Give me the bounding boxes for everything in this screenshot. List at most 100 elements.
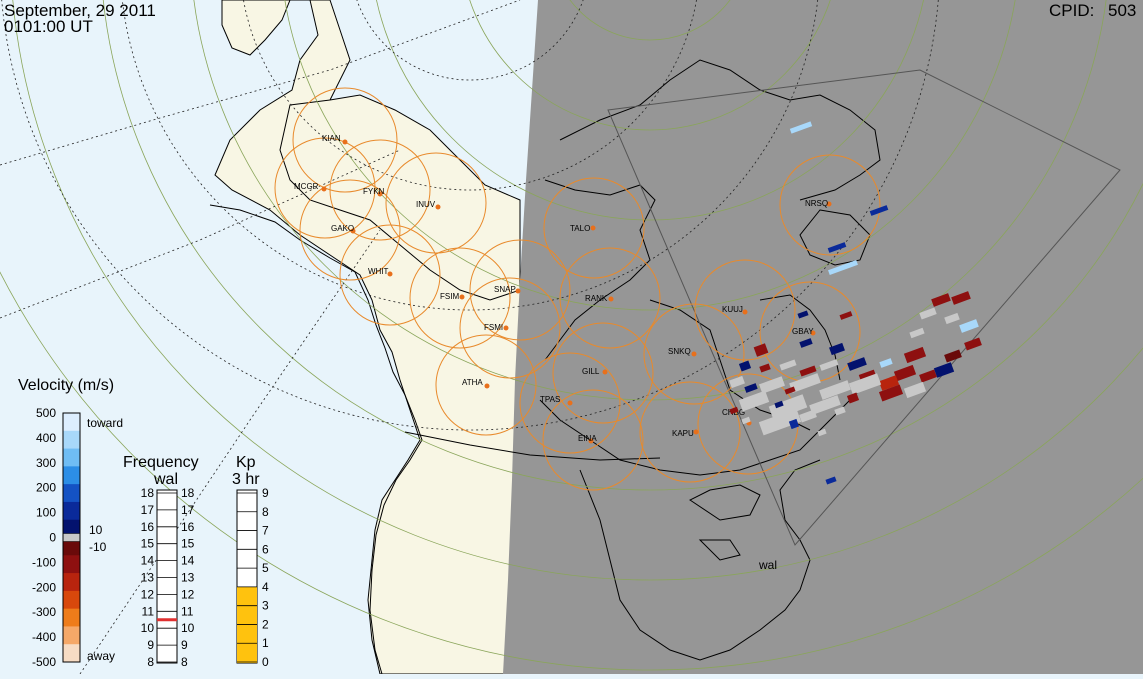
velocity-color-swatch (63, 413, 80, 432)
time-label: 0101:00 UT (4, 17, 93, 36)
scatter-cell (878, 375, 900, 391)
frequency-tick-label: 13 (181, 571, 195, 585)
velocity-tick-label: -300 (32, 605, 56, 619)
scatter-cell (817, 428, 827, 437)
scatter-cell (799, 338, 813, 348)
scatter-cell (879, 358, 893, 368)
velocity-tick-labels: 500 400 300 200 100 0 -100 -200 -300 -400 -500 (32, 406, 56, 669)
scatter-cell (784, 386, 796, 395)
velocity-threshold-neg: -10 (89, 540, 107, 554)
frequency-tick-label: 17 (181, 503, 195, 517)
station-label: TPAS (540, 395, 560, 404)
velocity-away-label: away (87, 649, 115, 663)
velocity-tick-label: -400 (32, 630, 56, 644)
velocity-color-swatch (63, 555, 80, 574)
velocity-tick-label: 0 (49, 531, 56, 545)
scatter-cell (753, 343, 769, 357)
scatter-cell (834, 406, 846, 416)
cpid-label: CPID: (1049, 1, 1095, 20)
west-coast-line (209, 204, 423, 675)
scatter-cell (819, 380, 851, 400)
cpid-value: 503 (1108, 1, 1137, 20)
kp-legend: Kp 3 hr 9 8 7 6 5 4 3 2 1 0 (232, 454, 269, 669)
backscatter-cells (729, 121, 982, 485)
station-label: EINA (578, 434, 597, 443)
scatter-cell (768, 394, 808, 420)
station-label: SNAP (494, 285, 516, 294)
kp-tick-label: 7 (262, 524, 269, 538)
scatter-cell (744, 383, 758, 393)
scatter-cell (797, 310, 809, 319)
velocity-toward-label: toward (87, 416, 123, 430)
velocity-bar-frame (62, 412, 81, 663)
frequency-bar-frame (156, 489, 178, 664)
station-label: KIAN (322, 134, 341, 143)
kp-tick-label: 5 (262, 561, 269, 575)
frequency-tick-label: 16 (141, 520, 155, 534)
kp-tick-label: 0 (262, 655, 269, 669)
kp-tick-label: 8 (262, 505, 269, 519)
station-label: INUV (416, 200, 436, 209)
frequency-tick-label: 13 (141, 571, 155, 585)
station-label: SNKQ (668, 347, 691, 356)
scatter-cell (729, 375, 745, 389)
scatter-cell (903, 381, 927, 399)
velocity-legend: Velocity (m/s) 500 400 300 200 100 0 -100 -200 -… (18, 377, 123, 669)
velocity-color-swatch (63, 466, 80, 485)
frequency-tick-label: 18 (181, 486, 195, 500)
frequency-tick-label: 9 (181, 638, 188, 652)
scatter-cell (799, 365, 817, 377)
station-label: NRSQ (805, 199, 828, 208)
frequency-tick-label: 10 (181, 621, 195, 635)
frequency-tick-label: 10 (141, 621, 155, 635)
velocity-color-swatch (63, 608, 80, 627)
frequency-legend-subtitle: wal (153, 471, 178, 488)
kp-tick-label: 9 (262, 486, 269, 500)
frequency-tick-label: 8 (147, 655, 154, 669)
scatter-cell (933, 362, 955, 378)
border-line (404, 431, 661, 461)
scatter-cell (729, 406, 739, 415)
greenland-top (221, 0, 291, 56)
frequency-tick-label: 9 (147, 638, 154, 652)
velocity-color-swatch (63, 644, 80, 663)
scatter-cell (839, 311, 853, 320)
velocity-tick-label: -500 (32, 655, 56, 669)
scatter-cell (738, 390, 770, 412)
velocity-color-swatch (63, 484, 80, 503)
station-label: FYKN (363, 187, 385, 196)
scatter-cell (869, 205, 889, 216)
scatter-cell (759, 363, 771, 373)
velocity-threshold-pos: 10 (89, 523, 103, 537)
scatter-cell (829, 342, 845, 356)
velocity-color-swatch (63, 573, 80, 592)
scatter-cell (827, 242, 847, 253)
kp-tick-label: 2 (262, 617, 269, 631)
radar-fov-label: wal (758, 558, 777, 572)
frequency-tick-label: 15 (141, 537, 155, 551)
scatter-cell (909, 327, 925, 339)
station-label: FSIM (440, 292, 459, 301)
date-label: September, 29 2011 (4, 1, 156, 20)
radar-range-circles (274, 87, 881, 491)
scatter-cell (788, 418, 800, 430)
kp-level-fill (237, 586, 257, 663)
station-label: RANK (585, 294, 608, 303)
scatter-cell (931, 293, 951, 307)
magnetic-grid (0, 0, 939, 675)
scatter-cell (759, 376, 785, 394)
frequency-tick-label: 18 (141, 486, 155, 500)
velocity-color-swatch (63, 626, 80, 645)
velocity-color-swatch (63, 590, 80, 610)
scatter-cell (959, 319, 979, 333)
frequency-legend: Frequency wal 18 18 17 17 16 16 15 15 14 14 13 13 12… (123, 454, 199, 669)
frequency-tick-label: 17 (141, 503, 155, 517)
station-label: ATHA (462, 378, 483, 387)
kp-tick-label: 6 (262, 542, 269, 556)
scatter-cell (758, 408, 802, 436)
velocity-zero-band (62, 533, 81, 542)
station-label: FSMI (484, 323, 503, 332)
scatter-cell (944, 349, 962, 363)
